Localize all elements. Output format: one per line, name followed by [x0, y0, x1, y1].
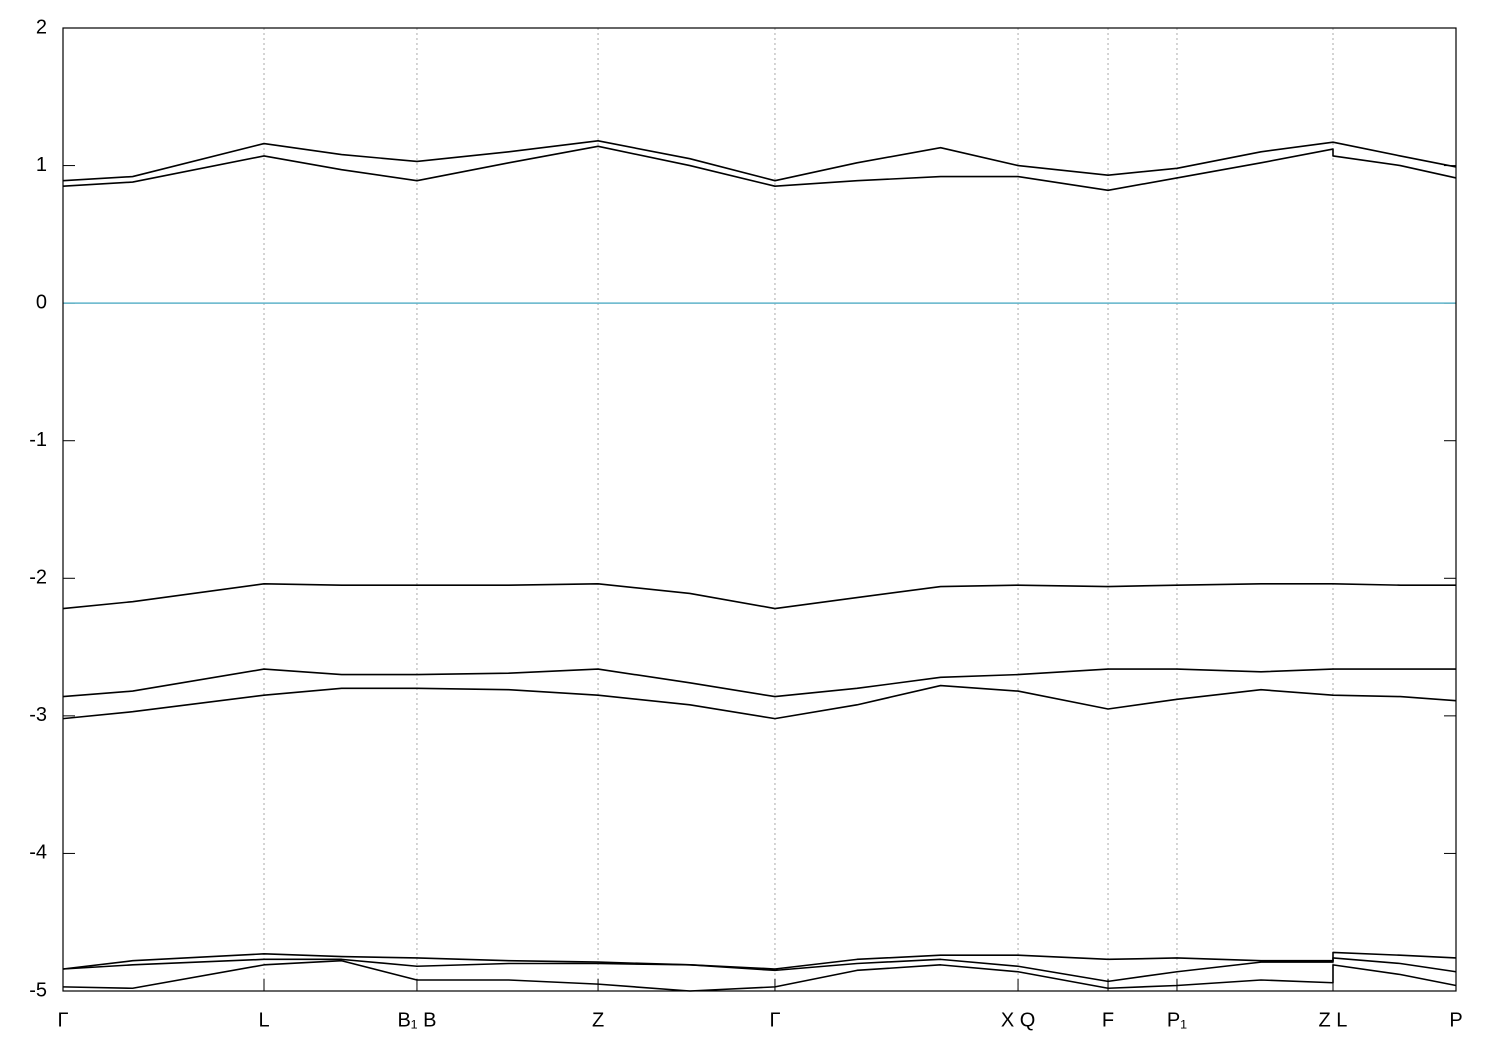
band-line — [62, 668, 1456, 698]
x-tick-label: X Q — [1001, 1009, 1035, 1031]
x-tick-label: Γ — [769, 1009, 780, 1031]
y-tick-label: -2 — [29, 567, 47, 589]
band-line — [62, 684, 1457, 720]
y-tick-label: 2 — [36, 16, 47, 38]
band-line — [62, 957, 1457, 983]
x-tick-label: F — [1102, 1009, 1114, 1031]
band-line — [62, 582, 1456, 610]
band-line — [62, 951, 1457, 970]
band-line — [62, 140, 1457, 182]
y-tick-label: 1 — [36, 154, 47, 176]
y-tick-label: -3 — [29, 704, 47, 726]
x-tick-label: B₁ B — [397, 1009, 436, 1031]
x-tick-label: P — [1449, 1009, 1462, 1031]
x-tick-label: P₁ — [1167, 1009, 1187, 1031]
y-tick-label: -5 — [29, 979, 47, 1001]
y-tick-label: -1 — [29, 429, 47, 451]
x-tick-label: Γ — [57, 1009, 68, 1031]
band-line — [62, 959, 1457, 992]
x-tick-label: Z — [592, 1009, 604, 1031]
y-tick-label: -4 — [29, 842, 47, 864]
y-tick-label: 0 — [36, 291, 47, 313]
x-tick-label: Z L — [1319, 1009, 1348, 1031]
x-tick-label: L — [258, 1009, 269, 1031]
band-line — [62, 145, 1457, 192]
plot-frame — [62, 27, 1457, 992]
